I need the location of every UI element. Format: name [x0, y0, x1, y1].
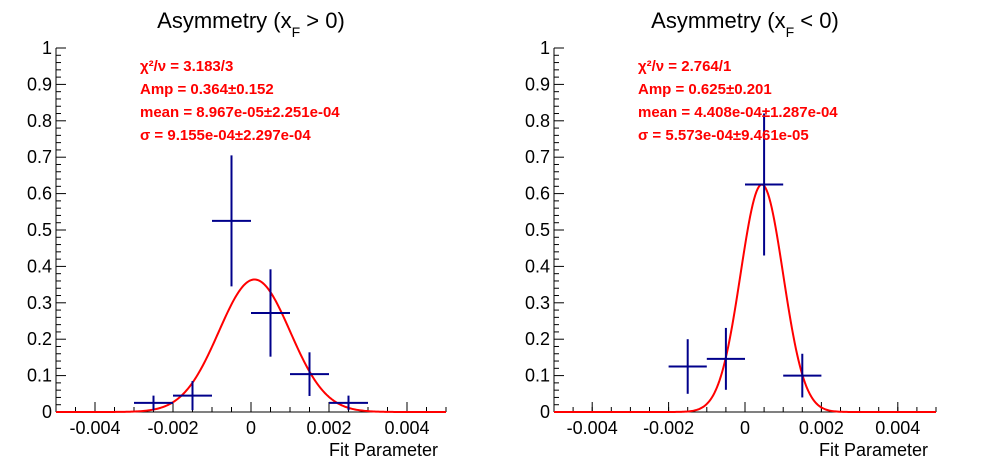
- fit-curve: [56, 278, 446, 413]
- chart-title: Asymmetry (xF < 0): [651, 8, 839, 40]
- y-tick-label: 0.2: [525, 329, 550, 349]
- chart-title-suffix: > 0): [300, 8, 345, 33]
- chart-title-suffix: < 0): [794, 8, 839, 33]
- y-tick-label: 0.7: [525, 147, 550, 167]
- chart-title: Asymmetry (xF > 0): [157, 8, 345, 40]
- fit-stat-line: χ²/ν = 3.183/3: [140, 58, 233, 75]
- y-tick-label: 0.3: [27, 293, 52, 313]
- data-point: [783, 353, 822, 398]
- x-tick-label: -0.004: [69, 418, 120, 438]
- x-tick-label: 0: [740, 418, 750, 438]
- y-tick-label: 0.6: [27, 184, 52, 204]
- fit-stat-line: σ = 9.155e-04±2.297e-04: [140, 127, 311, 144]
- y-tick-label: 0.5: [525, 220, 550, 240]
- data-point: [668, 339, 707, 394]
- x-tick-label: -0.002: [147, 418, 198, 438]
- y-tick-label: 0.2: [27, 329, 52, 349]
- y-tick-label: 0.5: [27, 220, 52, 240]
- data-point: [251, 269, 290, 357]
- fit-stat-line: Amp = 0.364±0.152: [140, 81, 274, 98]
- y-tick-label: 1: [42, 38, 52, 58]
- chart-title-subscript: F: [292, 24, 301, 40]
- data-point: [173, 381, 212, 411]
- y-tick-label: 0.9: [525, 74, 550, 94]
- y-tick-label: 0.8: [27, 111, 52, 131]
- chart-panel-1: Asymmetry (xF < 0) 0 0.1 0.2 0.3 0.4 0.5 0.6 0.7…: [525, 8, 937, 460]
- fit-stat-line: σ = 5.573e-04±9.461e-05: [638, 127, 809, 144]
- data-point: [329, 395, 368, 411]
- data-point: [706, 327, 745, 390]
- fit-stat-line: χ²/ν = 2.764/1: [638, 58, 731, 75]
- x-tick-label: 0: [246, 418, 256, 438]
- y-tick-label: 0.4: [27, 256, 52, 276]
- y-tick-label: 0.7: [27, 147, 52, 167]
- fit-curve: [554, 183, 936, 413]
- x-tick-label: -0.004: [567, 418, 618, 438]
- y-tick-label: 0: [42, 402, 52, 422]
- y-tick-label: 1: [540, 38, 550, 58]
- x-tick-label: -0.002: [643, 418, 694, 438]
- x-tick-label: 0.004: [384, 418, 429, 438]
- fit-stat-line: mean = 4.408e-04±1.287e-04: [638, 104, 838, 121]
- y-tick-label: 0.8: [525, 111, 550, 131]
- data-point: [745, 113, 784, 256]
- x-axis-title: Fit Parameter: [329, 440, 438, 460]
- y-tick-label: 0: [540, 402, 550, 422]
- y-tick-label: 0.9: [27, 74, 52, 94]
- y-tick-label: 0.4: [525, 256, 550, 276]
- data-point: [212, 155, 251, 287]
- x-tick-label: 0.002: [799, 418, 844, 438]
- fit-stat-line: mean = 8.967e-05±2.251e-04: [140, 104, 340, 121]
- chart-title-prefix: Asymmetry (x: [651, 8, 785, 33]
- x-axis-title: Fit Parameter: [819, 440, 928, 460]
- chart-panel-0: Asymmetry (xF > 0) 0 0.1 0.2 0.3 0.4 0.5 0.6 0.7…: [27, 8, 447, 460]
- x-tick-label: 0.004: [875, 418, 920, 438]
- y-tick-label: 0.3: [525, 293, 550, 313]
- x-tick-label: 0.002: [306, 418, 351, 438]
- y-tick-label: 0.6: [525, 184, 550, 204]
- fit-stat-line: Amp = 0.625±0.201: [638, 81, 772, 98]
- y-tick-label: 0.1: [27, 366, 52, 386]
- y-tick-label: 0.1: [525, 366, 550, 386]
- data-point: [134, 395, 173, 411]
- data-point: [290, 352, 329, 396]
- chart-title-prefix: Asymmetry (x: [157, 8, 291, 33]
- chart-title-subscript: F: [786, 24, 795, 40]
